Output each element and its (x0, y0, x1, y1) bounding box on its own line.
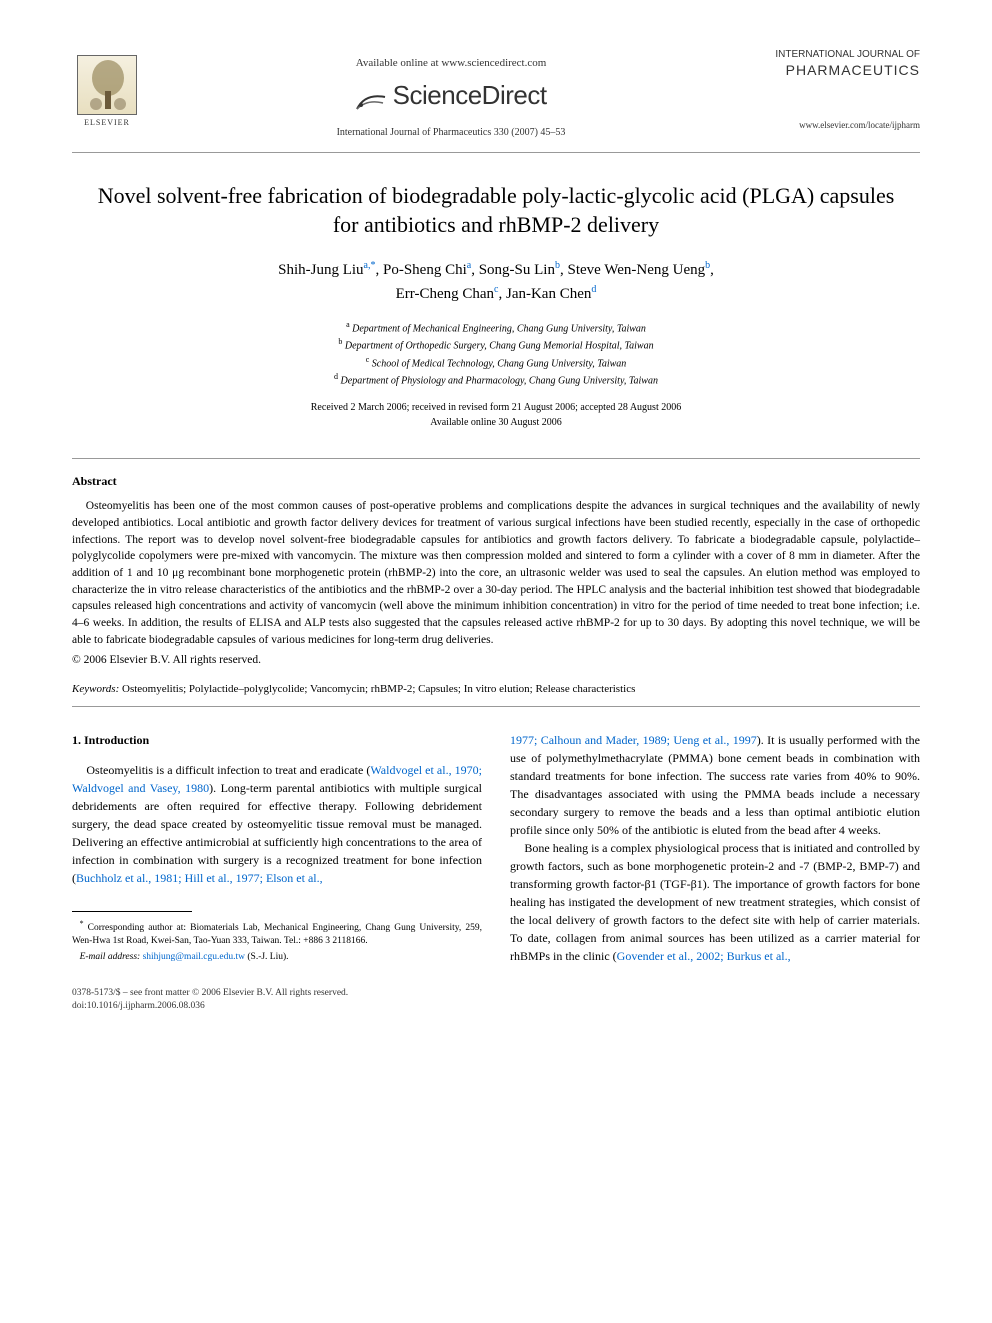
affiliation-d: d Department of Physiology and Pharmacol… (72, 371, 920, 388)
author-6-aff[interactable]: d (591, 284, 596, 295)
author-4: , Steve Wen-Neng Ueng (560, 262, 705, 278)
sciencedirect-swoosh-icon (355, 89, 387, 113)
journal-url: www.elsevier.com/locate/ijpharm (760, 119, 920, 132)
affiliation-d-text: Department of Physiology and Pharmacolog… (341, 375, 658, 386)
affiliation-a-text: Department of Mechanical Engineering, Ch… (352, 323, 646, 334)
doi-line: doi:10.1016/j.ijpharm.2006.08.036 (72, 1000, 920, 1013)
author-2: , Po-Sheng Chi (376, 262, 467, 278)
body-columns: 1. Introduction Osteomyelitis is a diffi… (72, 731, 920, 965)
footnote-separator (72, 911, 192, 912)
abstract-copyright: © 2006 Elsevier B.V. All rights reserved… (72, 652, 920, 668)
abstract-top-divider (72, 458, 920, 459)
keywords-text: Osteomyelitis; Polylactide–polyglycolide… (119, 683, 635, 695)
footnote-text: Corresponding author at: Biomaterials La… (72, 923, 482, 946)
corresponding-footnote: * Corresponding author at: Biomaterials … (72, 918, 482, 949)
abstract-heading: Abstract (72, 473, 920, 490)
elsevier-tree-icon (77, 55, 137, 115)
page-container: ELSEVIER Available online at www.science… (0, 0, 992, 1053)
citation-link-3[interactable]: 1977; Calhoun and Mader, 1989; Ueng et a… (510, 733, 757, 747)
keywords-block: Keywords: Osteomyelitis; Polylactide–pol… (72, 682, 920, 697)
intro-para-2: Bone healing is a complex physiological … (510, 839, 920, 965)
journal-brand: INTERNATIONAL JOURNAL OF PHARMACEUTICS (760, 48, 920, 79)
available-online-text: Available online at www.sciencedirect.co… (142, 56, 760, 71)
intro-text-1a: Osteomyelitis is a difficult infection t… (86, 763, 370, 777)
column-right: 1977; Calhoun and Mader, 1989; Ueng et a… (510, 731, 920, 965)
authors-block: Shih-Jung Liua,*, Po-Sheng Chia, Song-Su… (72, 258, 920, 305)
intro-text-2a: ). It is usually performed with the use … (510, 733, 920, 837)
email-footnote: E-mail address: shihjung@mail.cgu.edu.tw… (72, 951, 482, 964)
author-1: Shih-Jung Liu (278, 262, 363, 278)
email-suffix: (S.-J. Liu). (245, 952, 289, 962)
affiliation-c: c School of Medical Technology, Chang Gu… (72, 354, 920, 371)
intro-heading: 1. Introduction (72, 731, 482, 749)
keywords-label: Keywords: (72, 683, 119, 695)
citation-link-2[interactable]: Buchholz et al., 1981; Hill et al., 1977… (76, 871, 323, 885)
author-5: Err-Cheng Chan (396, 286, 494, 302)
journal-reference: International Journal of Pharmaceutics 3… (142, 126, 760, 140)
header-row: ELSEVIER Available online at www.science… (72, 48, 920, 144)
center-header: Available online at www.sciencedirect.co… (142, 48, 760, 144)
affiliation-a: a Department of Mechanical Engineering, … (72, 319, 920, 336)
journal-brand-line1: INTERNATIONAL JOURNAL OF (760, 48, 920, 61)
article-dates: Received 2 March 2006; received in revis… (72, 400, 920, 430)
column-left: 1. Introduction Osteomyelitis is a diffi… (72, 731, 482, 965)
keywords-divider (72, 706, 920, 707)
author-3: , Song-Su Lin (471, 262, 555, 278)
journal-brand-block: INTERNATIONAL JOURNAL OF PHARMACEUTICS w… (760, 48, 920, 132)
header-divider (72, 152, 920, 153)
intro-para-1: Osteomyelitis is a difficult infection t… (72, 761, 482, 887)
email-label: E-mail address: (80, 952, 141, 962)
abstract-text: Osteomyelitis has been one of the most c… (72, 498, 920, 648)
sciencedirect-logo: ScienceDirect (142, 77, 760, 113)
intro-para-1-cont: 1977; Calhoun and Mader, 1989; Ueng et a… (510, 731, 920, 839)
citation-link-4[interactable]: Govender et al., 2002; Burkus et al., (617, 949, 791, 963)
elsevier-logo: ELSEVIER (72, 48, 142, 128)
intro-text-2b: Bone healing is a complex physiological … (510, 841, 920, 963)
affiliation-b-text: Department of Orthopedic Surgery, Chang … (345, 341, 654, 352)
affiliation-c-text: School of Medical Technology, Chang Gung… (372, 358, 627, 369)
intro-text-1b: ). Long-term parental antibiotics with m… (72, 781, 482, 885)
author-1-aff[interactable]: a, (364, 260, 371, 271)
article-title: Novel solvent-free fabrication of biodeg… (72, 181, 920, 240)
author-4-aff[interactable]: b (705, 260, 710, 271)
affiliation-b: b Department of Orthopedic Surgery, Chan… (72, 336, 920, 353)
footer-info: 0378-5173/$ – see front matter © 2006 El… (72, 987, 920, 1014)
affiliations-block: a Department of Mechanical Engineering, … (72, 319, 920, 388)
journal-brand-line2: PHARMACEUTICS (760, 61, 920, 79)
issn-line: 0378-5173/$ – see front matter © 2006 El… (72, 987, 920, 1000)
received-date: Received 2 March 2006; received in revis… (72, 400, 920, 415)
elsevier-label: ELSEVIER (84, 117, 130, 128)
sciencedirect-label: ScienceDirect (393, 80, 547, 110)
email-link[interactable]: shihjung@mail.cgu.edu.tw (143, 952, 245, 962)
author-6: , Jan-Kan Chen (498, 286, 591, 302)
available-date: Available online 30 August 2006 (72, 415, 920, 430)
